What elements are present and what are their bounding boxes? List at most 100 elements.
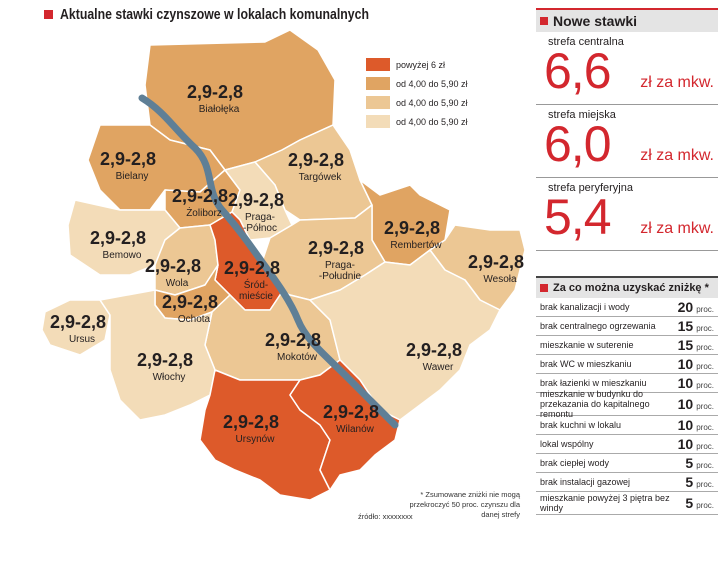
discount-unit: proc. xyxy=(696,362,714,371)
discount-number: 5 xyxy=(685,474,694,490)
discount-unit: proc. xyxy=(696,442,714,451)
discount-value: 10 proc. xyxy=(678,356,714,372)
discount-number: 20 xyxy=(677,299,694,315)
discount-value: 15 proc. xyxy=(678,337,714,353)
district-ursus xyxy=(41,299,111,356)
district-name: Wawer xyxy=(423,362,454,373)
source-note: źródło: xxxxxxxx xyxy=(358,512,413,521)
discount-row: mieszkanie powyżej 3 piętra bez windy 5 pr… xyxy=(536,492,718,515)
discount-number: 5 xyxy=(685,495,694,511)
district-name: Bielany xyxy=(116,171,149,182)
discount-unit: proc. xyxy=(696,305,714,314)
discounts-header: Za co można uzyskać zniżkę * xyxy=(536,276,718,298)
title-bar: Aktualne stawki czynszowe w lokalach kom… xyxy=(44,6,437,23)
discounts-list: brak kanalizacji i wody 20 proc. brak centr… xyxy=(536,298,718,515)
legend-swatch xyxy=(366,77,390,90)
district-rate: 2,9-2,8 xyxy=(187,82,243,102)
district-rate: 2,9-2,8 xyxy=(100,149,156,169)
legend-label: od 4,00 do 5,90 zł xyxy=(396,97,468,108)
discount-label: brak łazienki w mieszkaniu xyxy=(540,378,647,388)
district-rate: 2,9-2,8 xyxy=(172,186,228,206)
zone-rate: 5,4 xyxy=(544,189,612,245)
district-rate: 2,9-2,8 xyxy=(90,228,146,248)
zone-name: strefa miejska xyxy=(548,109,616,121)
discount-row: brak kanalizacji i wody 20 proc. xyxy=(536,298,718,317)
discount-value: 10 proc. xyxy=(678,417,714,433)
district-rate: 2,9-2,8 xyxy=(406,340,462,360)
district-name: Ursynów xyxy=(236,434,276,445)
discount-value: 5 proc. xyxy=(685,455,714,471)
district-name: -Północ xyxy=(243,223,277,234)
zone-urban: strefa miejska 6,0 zł za mkw. xyxy=(536,105,718,178)
district-rate: 2,9-2,8 xyxy=(265,330,321,350)
discount-row: brak centralnego ogrzewania 15 proc. xyxy=(536,317,718,336)
discount-label: brak WC w mieszkaniu xyxy=(540,359,632,369)
district-rate: 2,9-2,8 xyxy=(288,150,344,170)
district-name: Ursus xyxy=(69,334,95,345)
discount-row: brak łazienki w mieszkaniu 10 proc. xyxy=(536,374,718,393)
discount-number: 10 xyxy=(677,356,694,372)
legend-item: powyżej 6 zł xyxy=(366,55,468,74)
discount-number: 15 xyxy=(677,337,694,353)
discount-unit: proc. xyxy=(696,423,714,432)
discounts-heading: Za co można uzyskać zniżkę * xyxy=(553,282,709,294)
legend-swatch xyxy=(366,58,390,71)
discount-row: mieszkanie w suterenie 15 proc. xyxy=(536,336,718,355)
discount-label: brak centralnego ogrzewania xyxy=(540,321,656,331)
zone-unit: zł za mkw. xyxy=(640,147,714,164)
vistula-river xyxy=(138,94,399,429)
district-name: Wola xyxy=(166,278,189,289)
zone-unit: zł za mkw. xyxy=(640,220,714,237)
district-rate: 2,9-2,8 xyxy=(323,402,379,422)
discount-unit: proc. xyxy=(696,501,714,510)
discount-value: 10 proc. xyxy=(678,375,714,391)
discount-unit: proc. xyxy=(696,461,714,470)
discount-label: mieszkanie w suterenie xyxy=(540,340,634,350)
footnote: * Zsumowane zniżki nie mogą przekroczyć … xyxy=(409,490,520,519)
discount-value: 15 proc. xyxy=(678,318,714,334)
discount-number: 10 xyxy=(677,396,694,412)
new-rates-heading: Nowe stawki xyxy=(553,13,638,29)
zone-rate: 6,0 xyxy=(544,116,612,172)
district-rate: 2,9-2,8 xyxy=(145,256,201,276)
district-name: Targówek xyxy=(299,172,343,183)
district-rate: 2,9-2,8 xyxy=(224,258,280,278)
discount-number: 10 xyxy=(677,436,694,452)
district-rate: 2,9-2,8 xyxy=(468,252,524,272)
discount-unit: proc. xyxy=(696,480,714,489)
header-marker xyxy=(540,17,548,25)
discount-number: 10 xyxy=(677,375,694,391)
discount-row: brak kuchni w lokalu 10 proc. xyxy=(536,416,718,435)
district-name: Włochy xyxy=(153,372,186,383)
new-rates-header: Nowe stawki xyxy=(536,8,718,32)
discount-value: 20 proc. xyxy=(678,299,714,315)
zone-rate: 6,6 xyxy=(544,43,612,99)
discount-label: brak instalacji gazowej xyxy=(540,477,631,487)
header-marker xyxy=(540,284,548,292)
legend-swatch xyxy=(366,96,390,109)
new-rates-panel: Nowe stawki strefa centralna 6,6 zł za m… xyxy=(536,8,718,251)
discount-label: brak kuchni w lokalu xyxy=(540,420,622,430)
discount-number: 5 xyxy=(685,455,694,471)
discount-unit: proc. xyxy=(696,381,714,390)
discount-value: 5 proc. xyxy=(685,495,714,511)
district-rate: 2,9-2,8 xyxy=(50,312,106,332)
legend-item: od 4,00 do 5,90 zł xyxy=(366,112,468,131)
district-rate: 2,9-2,8 xyxy=(308,238,364,258)
discount-row: brak instalacji gazowej 5 proc. xyxy=(536,473,718,492)
legend-label: od 4,00 do 5,90 zł xyxy=(396,116,468,127)
district-name: Bemowo xyxy=(103,250,142,261)
discount-unit: proc. xyxy=(696,402,714,411)
discount-label: mieszkanie w budynku do przekazania do k… xyxy=(540,389,650,419)
discount-unit: proc. xyxy=(696,343,714,352)
warsaw-map: 2,9-2,8 Białołęka 2,9-2,8 Bielany 2,9-2,8 Tar… xyxy=(41,29,526,501)
discount-unit: proc. xyxy=(696,324,714,333)
discount-value: 10 proc. xyxy=(678,436,714,452)
discount-label: brak kanalizacji i wody xyxy=(540,302,630,312)
discounts-panel: Za co można uzyskać zniżkę * brak kanali… xyxy=(536,276,718,515)
zone-name: strefa centralna xyxy=(548,36,624,48)
district-wilanow xyxy=(289,359,401,491)
district-name: Żoliborz xyxy=(186,206,222,219)
district-name: Śród- xyxy=(244,278,268,291)
legend-item: od 4,00 do 5,90 zł xyxy=(366,74,468,93)
